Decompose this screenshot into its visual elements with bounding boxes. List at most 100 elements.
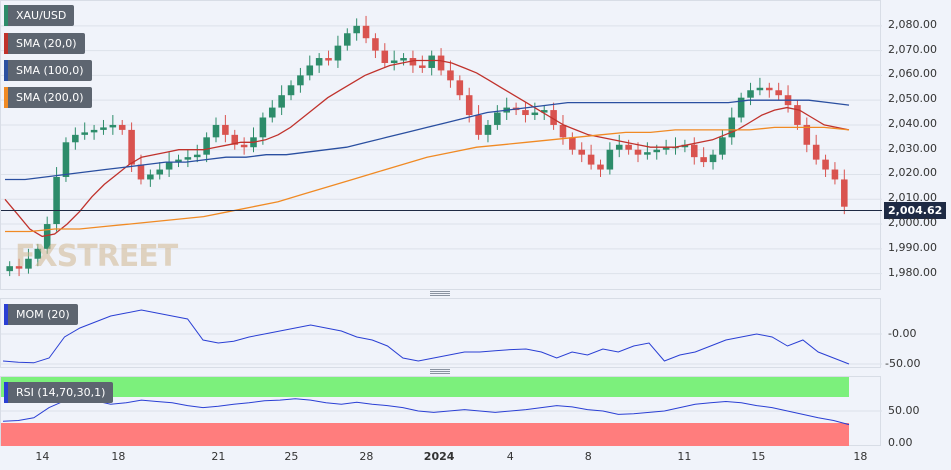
candle-body: [766, 87, 773, 91]
candle-body: [372, 38, 379, 51]
candle-body: [700, 157, 707, 163]
candle-body: [409, 58, 417, 66]
candle-body: [419, 65, 426, 68]
candle-body: [662, 147, 670, 150]
candle-body: [540, 110, 548, 113]
candle-body: [681, 144, 689, 148]
price-chart: [1, 15, 882, 277]
candle-body: [231, 134, 239, 145]
price-axis-tick: 1,990.00: [888, 240, 937, 254]
candle-body: [34, 248, 42, 259]
price-axis-tick: 2,020.00: [888, 166, 937, 180]
price-axis-tick: 2,050.00: [888, 92, 937, 106]
candle-body: [137, 164, 145, 180]
momentum-panel[interactable]: [0, 298, 882, 368]
candle-body: [259, 117, 267, 138]
candle-body: [522, 110, 529, 116]
candle-body: [437, 55, 445, 71]
legend-label: MOM (20): [16, 308, 70, 321]
legend-sma200[interactable]: SMA (200,0): [4, 87, 92, 108]
panel-resize-handle-2[interactable]: [430, 369, 450, 374]
candle-body: [803, 124, 811, 145]
candle-body: [6, 266, 13, 272]
time-axis-tick: 25: [284, 450, 299, 463]
legend-label: SMA (100,0): [16, 64, 84, 77]
candle-body: [794, 105, 801, 125]
momentum-chart: [1, 309, 882, 365]
last-price-tag: 2,004.62: [884, 202, 947, 219]
candle-body: [634, 149, 642, 155]
candle-body: [25, 258, 32, 269]
candle-body: [606, 149, 614, 170]
price-axis-tick: 2,040.00: [888, 116, 937, 130]
candle-body: [484, 124, 492, 135]
candle-body: [841, 179, 848, 207]
candle-body: [53, 176, 60, 225]
time-axis-tick: 11: [677, 450, 692, 463]
candle-body: [756, 87, 764, 91]
candle-body: [325, 58, 332, 61]
candle-body: [193, 154, 201, 158]
candle-body: [344, 33, 351, 46]
candle-body: [747, 90, 754, 98]
legend-sma100[interactable]: SMA (100,0): [4, 60, 92, 81]
sma-line-100: [5, 99, 850, 181]
legend-swatch: [4, 87, 8, 108]
time-axis-tick: 28: [359, 450, 374, 463]
legend-xauusd[interactable]: XAU/USD: [4, 5, 75, 26]
candle-body: [268, 107, 276, 118]
price-axis-tick: 2,060.00: [888, 67, 937, 81]
legend-rsi[interactable]: RSI (14,70,30,1): [4, 382, 114, 403]
time-axis-tick: 15: [751, 450, 766, 463]
candle-body: [831, 169, 839, 180]
candle-body: [775, 90, 782, 96]
candle-body: [709, 154, 717, 163]
candle-body: [315, 58, 323, 66]
candle-body: [559, 124, 567, 138]
candle-body: [165, 162, 173, 170]
candle-body: [531, 112, 539, 116]
candle-body: [118, 124, 126, 130]
candle-body: [578, 149, 586, 155]
candle-body: [690, 144, 698, 158]
candle-body: [278, 95, 285, 108]
candle-body: [644, 152, 651, 155]
time-axis-tick: 18: [853, 450, 868, 463]
candle-body: [475, 115, 482, 135]
panel-resize-handle-1[interactable]: [430, 291, 450, 296]
candle-body: [100, 127, 107, 130]
price-chart-panel[interactable]: FXSTREET: [0, 0, 882, 290]
candle-body: [128, 129, 135, 165]
candle-body: [587, 154, 595, 165]
candle-body: [334, 45, 342, 61]
candle-body: [494, 112, 501, 125]
legend-label: SMA (20,0): [16, 37, 77, 50]
watermark-logo: FXSTREET: [15, 239, 178, 274]
candle-body: [428, 55, 435, 68]
candle-body: [90, 129, 98, 133]
price-axis-tick: 1,980.00: [888, 265, 937, 279]
candle-body: [728, 117, 736, 138]
legend-sma20[interactable]: SMA (20,0): [4, 33, 85, 54]
oversold-zone: [1, 423, 849, 446]
candle-body: [184, 157, 192, 160]
rsi-tick-50: 50.00: [888, 404, 920, 417]
candle-body: [812, 144, 820, 160]
candle-body: [737, 97, 745, 118]
time-axis-tick: 21: [211, 450, 226, 463]
legend-mom[interactable]: MOM (20): [4, 304, 78, 325]
price-axis-tick: 2,080.00: [888, 17, 937, 31]
candle-body: [381, 50, 389, 63]
candle-body: [353, 25, 360, 34]
price-axis-tick: 2,070.00: [888, 42, 937, 56]
candle-body: [109, 124, 117, 128]
rsi-chart: [1, 377, 882, 446]
time-axis-tick: 14: [35, 450, 50, 463]
mom-tick-neg50: -50.00: [885, 357, 921, 370]
momentum-line: [2, 309, 850, 365]
candle-body: [306, 65, 314, 76]
candle-body: [72, 134, 79, 143]
rsi-panel[interactable]: [0, 376, 882, 446]
overbought-zone: [1, 377, 849, 397]
price-axis-tick: 2,030.00: [888, 141, 937, 155]
